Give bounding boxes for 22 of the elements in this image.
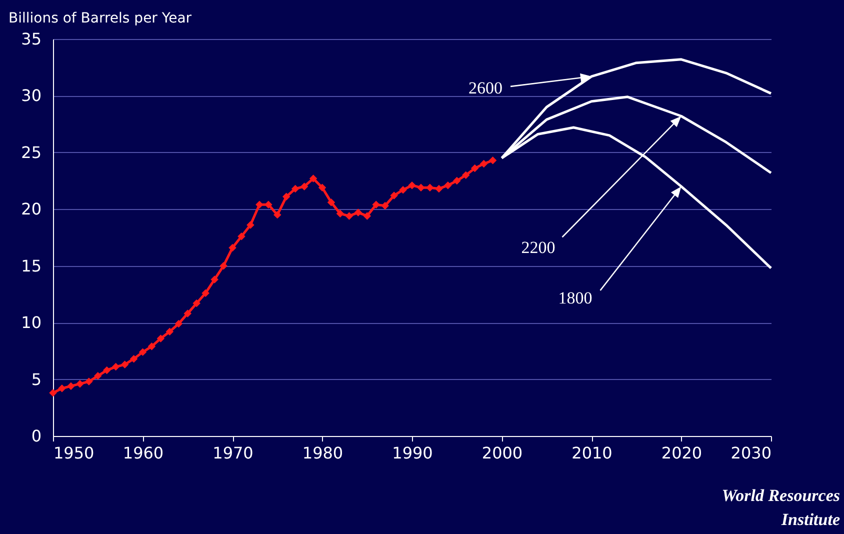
- x-tick-label: 2020: [661, 444, 702, 462]
- y-tick-label: 0: [31, 426, 42, 446]
- text: 1800: [558, 288, 592, 308]
- y-tick-label: 15: [21, 256, 42, 276]
- x-tick-label: 1960: [122, 444, 164, 462]
- x-tick-label: 1990: [392, 444, 433, 462]
- y-tick-label: 25: [21, 142, 42, 162]
- x-tick-label: 1950: [54, 444, 94, 462]
- x-tick-label: 1980: [302, 444, 344, 462]
- x-tick-label: 2030: [730, 444, 772, 462]
- x-tick-label: 1970: [212, 444, 254, 462]
- y-tick-label: 20: [21, 200, 42, 219]
- text: 2200: [521, 238, 556, 258]
- y-tick-label: 35: [21, 30, 42, 48]
- y-axis-title: Billions of Barrels per Year: [8, 10, 192, 26]
- x-tick-label: 2010: [572, 444, 612, 462]
- legend-label: 2600: [468, 78, 502, 98]
- y-tick-label: 5: [31, 370, 42, 389]
- y-tick-label: 10: [21, 313, 42, 332]
- y-tick-label: 30: [21, 86, 42, 106]
- x-tick-label: 2000: [482, 444, 523, 462]
- text: World Resources Institute: [720, 485, 840, 531]
